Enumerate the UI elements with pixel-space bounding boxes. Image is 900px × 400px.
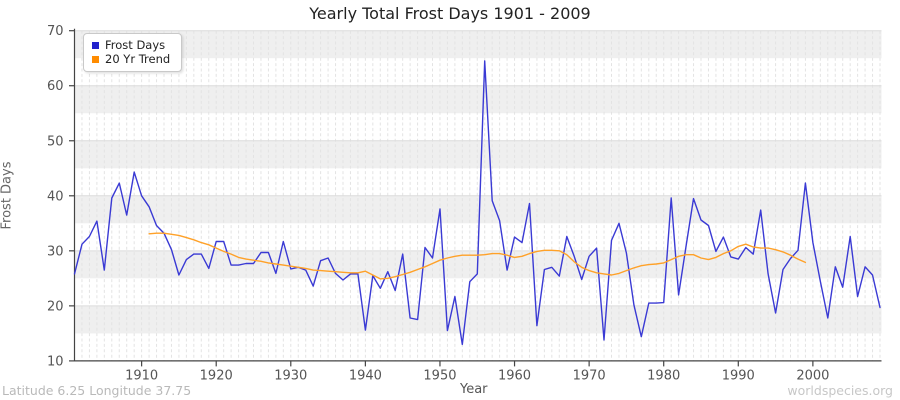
x-tick-label: 1920 [200, 368, 233, 383]
x-axis-title: Year [390, 382, 590, 397]
legend-label: 20 Yr Trend [105, 52, 171, 66]
x-tick-label: 1930 [274, 368, 307, 383]
legend-label: Frost Days [105, 38, 166, 52]
series-frost-days [73, 60, 881, 346]
legend-item-frost-days: Frost Days [92, 38, 170, 52]
x-axis-title-text: Year [460, 382, 488, 397]
trend-swatch-icon [92, 55, 99, 63]
x-tick-label: 2000 [796, 368, 829, 383]
x-tick-label: 1950 [423, 368, 456, 383]
x-tick-label: 1990 [722, 368, 755, 383]
y-tick-label: 70 [47, 24, 64, 39]
series-20yr-trend [148, 232, 807, 280]
y-tick-label: 20 [47, 299, 64, 314]
x-tick-label: 1940 [349, 368, 382, 383]
coordinates-caption: Latitude 6.25 Longitude 37.75 [2, 383, 192, 398]
x-tick-label: 1970 [573, 368, 606, 383]
y-axis-title: Frost Days [0, 161, 15, 230]
frost-days-swatch-icon [92, 41, 99, 49]
y-tick-label: 40 [47, 189, 64, 204]
chart-title: Yearly Total Frost Days 1901 - 2009 [309, 4, 591, 23]
y-tick-label: 60 [47, 79, 64, 94]
x-tick-label: 1910 [125, 368, 158, 383]
y-tick-label: 30 [47, 244, 64, 259]
y-tick-label: 10 [47, 354, 64, 369]
legend-item-20yr-trend: 20 Yr Trend [92, 52, 170, 66]
y-tick-label: 50 [47, 134, 64, 149]
x-tick-label: 1960 [498, 368, 531, 383]
watermark: worldspecies.org [787, 383, 893, 398]
chart-legend: Frost Days 20 Yr Trend [83, 33, 183, 72]
x-tick-label: 1980 [647, 368, 680, 383]
